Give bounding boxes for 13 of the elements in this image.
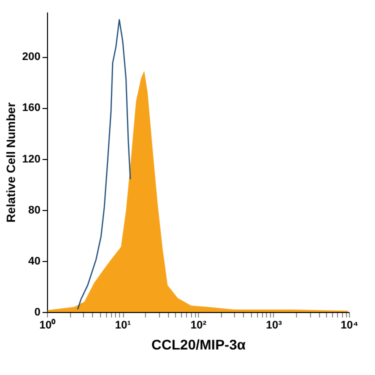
x-tick-label: 10⁴: [340, 320, 358, 332]
x-tick-label: 10²: [190, 320, 207, 332]
y-tick-label: 200: [22, 51, 40, 64]
x-tick-label: 10¹: [115, 320, 132, 332]
x-tick-label: 10³: [266, 320, 282, 332]
y-tick-label: 120: [22, 153, 40, 166]
y-axis-title: Relative Cell Number: [4, 102, 18, 223]
y-tick-label: 160: [22, 102, 40, 114]
y-tick-label: 40: [28, 255, 40, 268]
x-axis-title: CCL20/MIP-3α: [151, 336, 246, 352]
y-tick-label: 80: [28, 204, 40, 216]
y-tick-label: 0: [34, 306, 40, 318]
x-tick-label: 10⁰: [39, 318, 56, 332]
